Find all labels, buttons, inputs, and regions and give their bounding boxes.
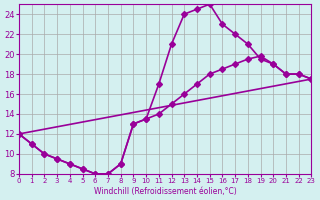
X-axis label: Windchill (Refroidissement éolien,°C): Windchill (Refroidissement éolien,°C) xyxy=(94,187,236,196)
